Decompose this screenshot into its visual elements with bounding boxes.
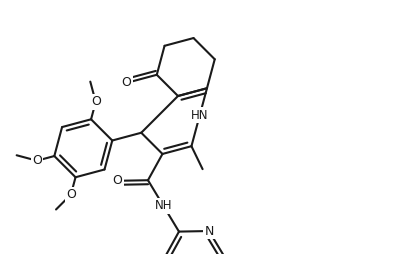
Text: O: O (66, 188, 76, 201)
Text: O: O (91, 96, 101, 108)
Text: O: O (113, 174, 122, 187)
Text: O: O (121, 76, 131, 89)
Text: N: N (204, 225, 214, 237)
Text: HN: HN (192, 109, 209, 122)
Text: O: O (32, 154, 42, 167)
Text: NH: NH (155, 199, 172, 212)
